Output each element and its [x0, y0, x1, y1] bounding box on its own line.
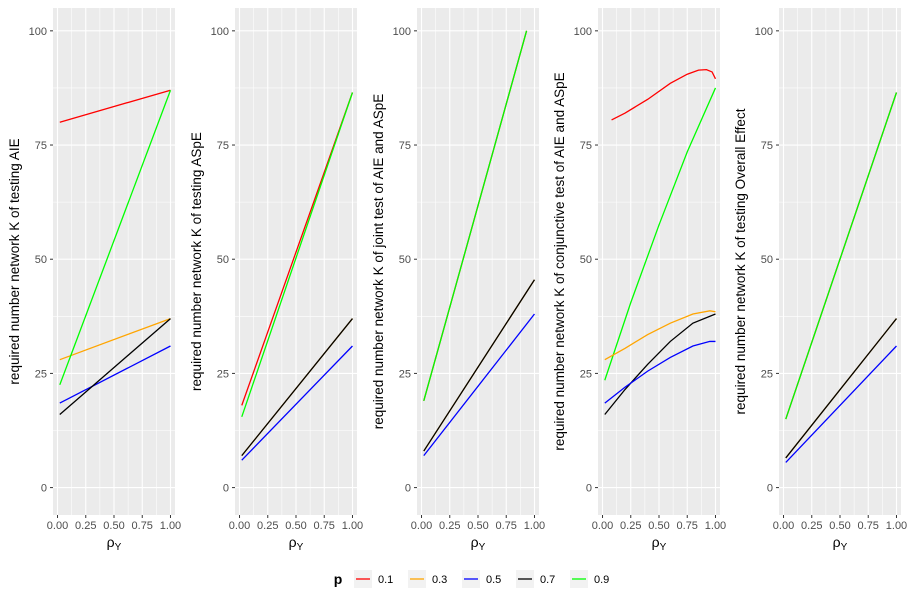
x-tick-label: 0.75: [858, 520, 879, 532]
legend-item-p-0.9: 0.9: [570, 570, 609, 588]
legend-item-p-0.7: 0.7: [516, 570, 555, 588]
legend-label: 0.7: [540, 574, 555, 586]
y-axis-title: required number network K of testing Ove…: [733, 108, 748, 414]
y-tick-label: 100: [393, 26, 411, 38]
series-line-p-0.3: [59, 317, 171, 361]
series-line-p-0.5: [423, 313, 535, 457]
y-tick-label: 0: [586, 483, 592, 495]
x-tick-label: 1.00: [342, 520, 363, 532]
x-tick-label: 0.00: [229, 520, 250, 532]
y-tick-label: 75: [35, 140, 47, 152]
y-tick-label: 50: [761, 254, 773, 266]
panel-2: 0 25 50 75 100 0.00 0.25 0.50 0.75 1.00 ρY required…: [189, 8, 363, 553]
y-tick-label: 25: [399, 368, 411, 380]
series-line-p-0.7: [604, 313, 716, 415]
series-line-p-0.5: [241, 345, 353, 461]
x-tick-label: 1.00: [886, 520, 907, 532]
y-axis-title: required number network K of joint test …: [371, 94, 386, 429]
series-line-p-0.1: [59, 89, 171, 123]
x-axis-title: ρY: [652, 534, 667, 553]
x-tick-label: 0.00: [773, 520, 794, 532]
x-axis-title: ρY: [107, 534, 122, 553]
legend-item-p-0.3: 0.3: [408, 570, 447, 588]
y-tick-label: 100: [755, 26, 773, 38]
y-tick-label: 75: [217, 140, 229, 152]
y-tick-label: 25: [217, 368, 229, 380]
x-tick-label: 0.25: [439, 520, 460, 532]
y-tick-label: 100: [574, 26, 592, 38]
x-tick-label: 0.00: [47, 520, 68, 532]
series-line-p-0.7: [241, 318, 353, 457]
legend-label: 0.9: [594, 574, 609, 586]
x-tick-label: 0.50: [467, 520, 488, 532]
x-tick-label: 0.50: [103, 520, 124, 532]
x-tick-label: 0.75: [496, 520, 517, 532]
series-line-p-0.9: [604, 87, 717, 381]
x-tick-label: 0.50: [285, 520, 306, 532]
y-tick-label: 25: [580, 368, 592, 380]
series-line-p-0.5: [59, 345, 171, 404]
x-tick-label: 1.00: [705, 520, 726, 532]
legend-label: 0.5: [486, 574, 501, 586]
legend-item-p-0.1: 0.1: [354, 570, 393, 588]
x-tick-label: 0.25: [75, 520, 96, 532]
y-tick-label: 0: [41, 483, 47, 495]
x-axis-title: ρY: [471, 534, 486, 553]
y-tick-label: 75: [580, 140, 592, 152]
series-line-p-0.7: [59, 318, 171, 416]
series-line-p-0.3: [604, 310, 716, 361]
legend-label: 0.3: [432, 574, 447, 586]
y-tick-label: 25: [35, 368, 47, 380]
legend-item-p-0.5: 0.5: [462, 570, 501, 588]
x-tick-label: 0.00: [411, 520, 432, 532]
x-tick-label: 0.50: [648, 520, 669, 532]
series-line-p-0.9: [423, 30, 528, 401]
legend-label: 0.1: [378, 574, 393, 586]
x-tick-label: 0.75: [677, 520, 698, 532]
x-axis-title: ρY: [289, 534, 304, 553]
x-tick-label: 0.75: [132, 520, 153, 532]
y-axis-title: required number network K of conjunctive…: [552, 72, 567, 450]
x-tick-label: 0.25: [801, 520, 822, 532]
x-tick-label: 0.00: [592, 520, 613, 532]
series-line-p-0.1: [611, 69, 717, 121]
y-tick-label: 50: [217, 254, 229, 266]
series-line-p-0.9: [785, 92, 898, 420]
x-tick-label: 0.25: [620, 520, 641, 532]
x-axis-title: ρY: [833, 534, 848, 553]
y-tick-label: 100: [29, 26, 47, 38]
series-line-p-0.9: [59, 89, 172, 386]
panel-3: 0 25 50 75 100 0.00 0.25 0.50 0.75 1.00 ρY required…: [371, 8, 545, 553]
series-line-p-0.9: [241, 92, 354, 418]
y-tick-label: 75: [399, 140, 411, 152]
y-axis-title: required number network K of testing ASp…: [189, 132, 204, 391]
legend-title: p: [334, 571, 343, 587]
y-tick-label: 0: [767, 483, 773, 495]
panel-1: 0 25 50 75 100 0.00 0.25 0.50 0.75 1.00 ρY required…: [7, 8, 181, 553]
y-axis-title: required number network K of testing AIE: [7, 138, 22, 384]
series-line-p-0.5: [604, 340, 716, 404]
x-tick-label: 0.25: [257, 520, 278, 532]
x-tick-label: 1.00: [524, 520, 545, 532]
y-tick-label: 0: [405, 483, 411, 495]
series-line-p-0.5: [785, 345, 897, 463]
panel-5: 0 25 50 75 100 0.00 0.25 0.50 0.75 1.00 ρY required…: [733, 8, 907, 553]
y-tick-label: 50: [580, 254, 592, 266]
legend: p 0.1 0.3 0.5 0.7 0.9: [334, 570, 609, 588]
y-tick-label: 75: [761, 140, 773, 152]
x-tick-label: 0.75: [314, 520, 335, 532]
y-tick-label: 100: [211, 26, 229, 38]
panel-4: 0 25 50 75 100 0.00 0.25 0.50 0.75 1.00 ρY required…: [552, 8, 726, 553]
series-line-p-0.7: [423, 279, 536, 452]
x-tick-label: 0.50: [829, 520, 850, 532]
y-tick-label: 50: [399, 254, 411, 266]
series-line-p-0.7: [785, 318, 897, 459]
y-tick-label: 50: [35, 254, 47, 266]
y-tick-label: 25: [761, 368, 773, 380]
x-tick-label: 1.00: [160, 520, 181, 532]
y-tick-label: 0: [223, 483, 229, 495]
